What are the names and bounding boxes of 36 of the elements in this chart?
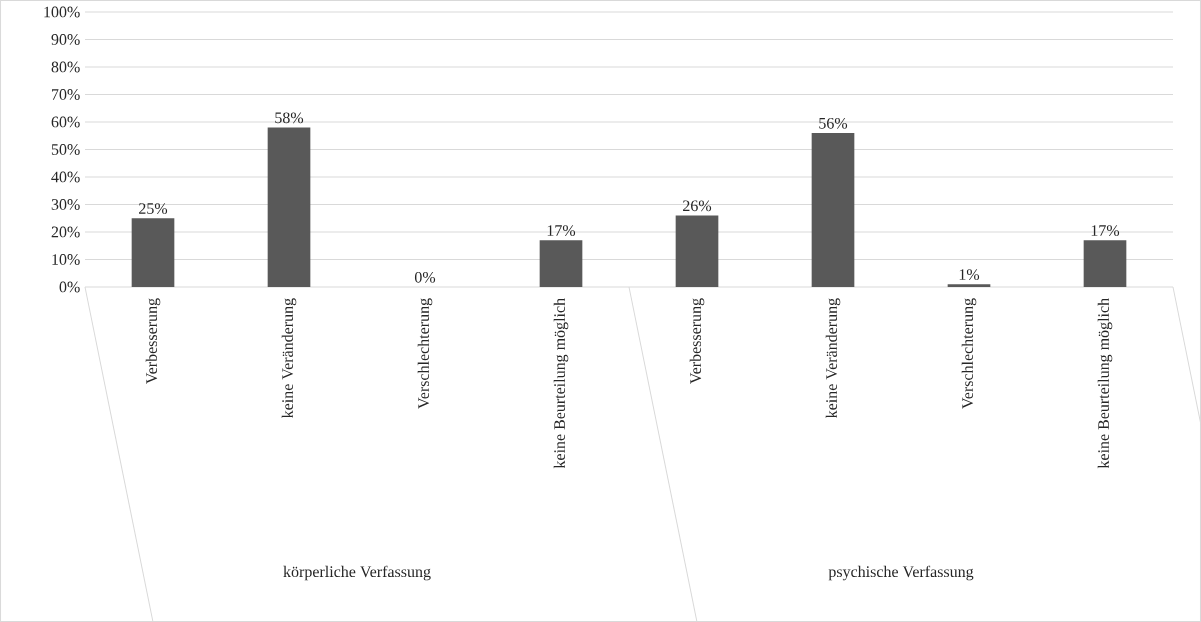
y-tick-label: 10% (52, 254, 80, 265)
data-label: 0% (414, 271, 436, 283)
x-tick-label: keine Beurteilung möglich (1097, 298, 1113, 469)
x-tick-label: Verbesserung (145, 298, 161, 384)
bar (131, 218, 175, 287)
bar (1083, 240, 1127, 287)
bar (947, 284, 991, 287)
bar (811, 133, 855, 287)
y-tick-label: 50% (51, 144, 80, 155)
bar (267, 127, 311, 287)
text: körperliche Verfassung (283, 565, 431, 581)
bar (675, 215, 719, 287)
x-tick-label: Verbesserung (689, 298, 705, 384)
data-label: 17% (547, 225, 576, 236)
x-tick-label: Verschlechterung (417, 298, 433, 409)
text: psychische Verfassung (828, 565, 974, 581)
y-tick-label: 90% (51, 34, 80, 45)
y-tick-label: 60% (51, 116, 80, 128)
data-label: 25% (139, 203, 168, 214)
y-tick-label: 40% (51, 171, 80, 183)
data-label: 56% (819, 117, 848, 129)
y-tick-label: 70% (52, 89, 80, 100)
x-tick-label: Verschlechterung (961, 298, 977, 409)
data-label: 58% (275, 112, 304, 124)
data-label: 17% (1091, 225, 1120, 236)
y-tick-label: 20% (51, 226, 80, 238)
data-label: 26% (683, 200, 712, 212)
x-tick-label: keine Veränderung (825, 298, 841, 419)
y-tick-label: 100% (44, 6, 80, 18)
data-label: 1% (959, 269, 980, 280)
x-tick-label: keine Veränderung (281, 298, 297, 419)
y-tick-label: 0% (59, 281, 80, 293)
y-tick-label: 80% (51, 61, 80, 73)
x-tick-label: keine Beurteilung möglich (553, 298, 569, 469)
bar (539, 240, 583, 287)
y-tick-label: 30% (51, 199, 80, 210)
